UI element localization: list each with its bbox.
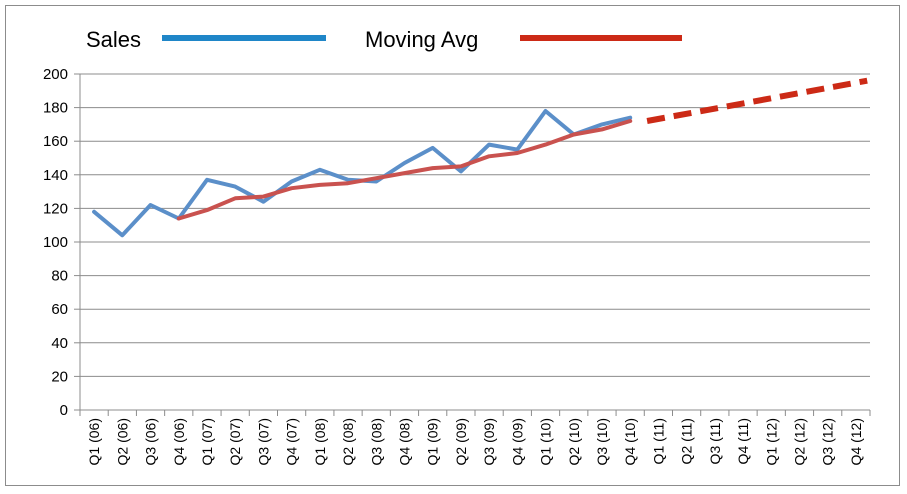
series-lines bbox=[92, 77, 868, 238]
x-tick-label: Q1 (08) bbox=[312, 418, 328, 465]
y-tick-label: 80 bbox=[51, 268, 68, 285]
y-tick-label: 40 bbox=[51, 335, 68, 352]
legend-label-sales: Sales bbox=[86, 27, 141, 52]
x-tick-label: Q3 (08) bbox=[368, 418, 384, 465]
x-axis-ticks: Q1 (06) Q2 (06) Q3 (06) Q4 (06) Q1 (07) Q2 (0… bbox=[79, 410, 871, 465]
x-tick-label: Q1 (06) bbox=[86, 418, 102, 465]
x-tick-label: Q4 (07) bbox=[284, 418, 300, 465]
y-tick-label: 200 bbox=[43, 66, 68, 83]
x-tick-label: Q4 (12) bbox=[848, 418, 864, 465]
x-tick-label: Q4 (09) bbox=[509, 418, 525, 465]
gridlines bbox=[80, 73, 870, 377]
x-tick-label: Q3 (12) bbox=[820, 418, 836, 465]
x-tick-label: Q3 (10) bbox=[594, 418, 610, 465]
y-tick-label: 140 bbox=[43, 167, 68, 184]
y-axis-ticks: 0 20 40 60 80 100 120 140 160 180 200 bbox=[43, 66, 80, 419]
x-tick-label: Q3 (09) bbox=[481, 418, 497, 465]
x-tick-label: Q1 (10) bbox=[538, 418, 554, 465]
x-tick-label: Q1 (09) bbox=[425, 418, 441, 465]
x-tick-label: Q4 (10) bbox=[622, 418, 638, 465]
legend: Sales Moving Avg bbox=[86, 27, 682, 52]
x-tick-label: Q2 (09) bbox=[453, 418, 469, 465]
chart-frame bbox=[5, 5, 900, 486]
x-tick-label: Q4 (06) bbox=[171, 418, 187, 465]
y-tick-label: 60 bbox=[51, 301, 68, 318]
y-tick-label: 100 bbox=[43, 234, 68, 251]
y-tick-label: 20 bbox=[51, 368, 68, 385]
x-tick-label: Q1 (12) bbox=[763, 418, 779, 465]
x-tick-label: Q3 (06) bbox=[143, 418, 159, 465]
x-tick-label: Q2 (07) bbox=[227, 418, 243, 465]
y-tick-label: 120 bbox=[43, 200, 68, 217]
forecast-line-moving-avg bbox=[646, 77, 868, 124]
x-tick-label: Q1 (07) bbox=[199, 418, 215, 465]
x-tick-label: Q4 (11) bbox=[735, 418, 751, 464]
x-tick-label: Q2 (12) bbox=[791, 418, 807, 465]
x-tick-label: Q3 (07) bbox=[255, 418, 271, 465]
legend-label-moving-avg: Moving Avg bbox=[365, 27, 478, 52]
x-tick-label: Q2 (10) bbox=[566, 418, 582, 465]
series-line-moving-avg bbox=[176, 119, 633, 221]
x-tick-label: Q2 (06) bbox=[114, 418, 130, 465]
y-tick-label: 0 bbox=[60, 402, 68, 419]
series-line-sales bbox=[92, 109, 633, 238]
x-tick-label: Q3 (11) bbox=[707, 418, 723, 464]
x-tick-label: Q1 (11) bbox=[650, 418, 666, 464]
y-tick-label: 160 bbox=[43, 133, 68, 150]
x-tick-label: Q2 (11) bbox=[679, 418, 695, 464]
x-tick-label: Q2 (08) bbox=[340, 418, 356, 465]
y-tick-label: 180 bbox=[43, 100, 68, 117]
x-tick-label: Q4 (08) bbox=[396, 418, 412, 465]
